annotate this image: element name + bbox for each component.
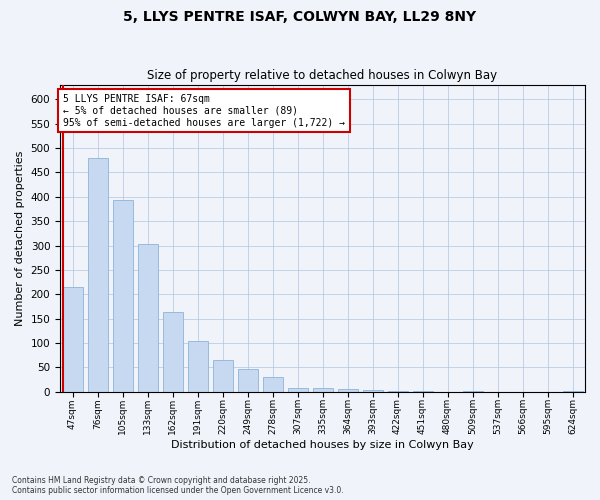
Bar <box>263 377 283 392</box>
Bar <box>163 312 182 392</box>
Text: Contains HM Land Registry data © Crown copyright and database right 2025.
Contai: Contains HM Land Registry data © Crown c… <box>12 476 344 495</box>
Bar <box>338 390 358 392</box>
Bar <box>362 390 383 392</box>
Bar <box>62 287 83 392</box>
Bar <box>238 369 257 392</box>
Y-axis label: Number of detached properties: Number of detached properties <box>15 150 25 326</box>
Title: Size of property relative to detached houses in Colwyn Bay: Size of property relative to detached ho… <box>148 69 497 82</box>
Bar <box>287 388 308 392</box>
Bar <box>563 391 583 392</box>
Text: 5, LLYS PENTRE ISAF, COLWYN BAY, LL29 8NY: 5, LLYS PENTRE ISAF, COLWYN BAY, LL29 8N… <box>124 10 476 24</box>
Bar <box>313 388 332 392</box>
Text: 5 LLYS PENTRE ISAF: 67sqm
← 5% of detached houses are smaller (89)
95% of semi-d: 5 LLYS PENTRE ISAF: 67sqm ← 5% of detach… <box>63 94 345 128</box>
Bar <box>188 340 208 392</box>
Bar <box>388 391 407 392</box>
X-axis label: Distribution of detached houses by size in Colwyn Bay: Distribution of detached houses by size … <box>171 440 474 450</box>
Bar <box>137 244 158 392</box>
Bar <box>212 360 233 392</box>
Bar <box>113 200 133 392</box>
Bar <box>88 158 107 392</box>
